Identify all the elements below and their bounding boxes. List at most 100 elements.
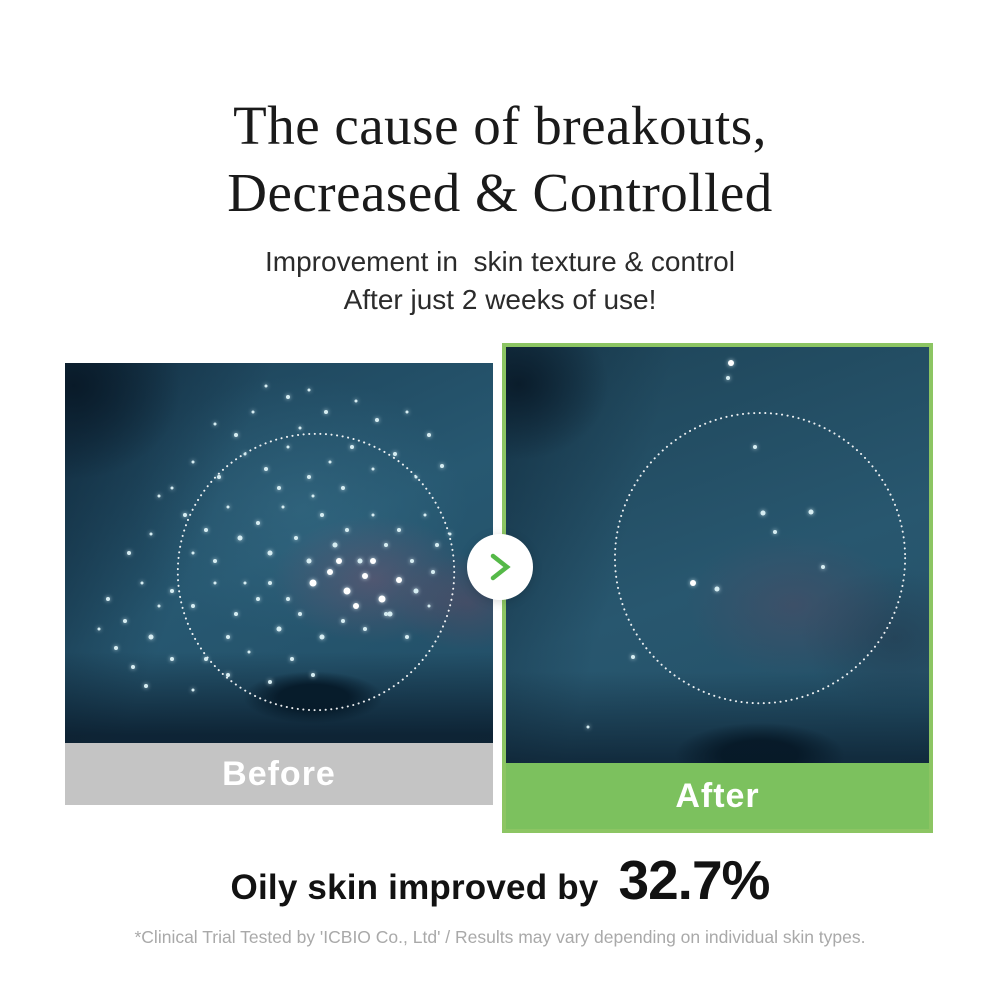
sebum-dot [728, 359, 735, 366]
sebum-dot [426, 433, 431, 438]
before-photo [65, 363, 493, 743]
sebum-dot [714, 586, 720, 592]
sebum-dot [237, 535, 243, 541]
sebum-dot [332, 542, 338, 548]
sebum-dot [191, 551, 195, 555]
sebum-dot [324, 410, 329, 415]
sebum-dot [149, 532, 153, 536]
sebum-dot [234, 611, 239, 616]
sebum-dot [226, 505, 230, 509]
sebum-dot [306, 475, 311, 479]
analysis-area-circle [614, 411, 907, 705]
sebum-dot [328, 460, 332, 464]
sebum-dot [345, 528, 350, 533]
sebum-dot [392, 452, 397, 457]
sebum-dot [319, 634, 325, 640]
sebum-dot [131, 665, 136, 669]
sebum-dot [204, 528, 209, 533]
sebum-dot [414, 475, 418, 479]
result-value: 32.7% [618, 849, 770, 911]
sebum-dot [140, 581, 144, 585]
sebum-dot [341, 486, 346, 491]
clinical-footnote: *Clinical Trial Tested by 'ICBIO Co., Lt… [134, 927, 866, 947]
sebum-dot [378, 595, 386, 603]
sebum-dot [276, 626, 282, 632]
sebum-dot [808, 509, 814, 515]
sebum-dot [405, 634, 410, 639]
sebum-dot [395, 576, 402, 583]
sebum-dot [234, 433, 239, 438]
sebum-dot [277, 486, 281, 491]
before-panel: Before [65, 363, 493, 805]
sebum-dot [247, 650, 251, 654]
sebum-dot [170, 657, 174, 662]
after-label-bar: After [506, 763, 929, 829]
sebum-dot [820, 565, 825, 570]
sebum-dot [255, 596, 260, 601]
sebum-dot [157, 494, 161, 498]
sebum-dot [225, 634, 230, 639]
after-photo [506, 347, 929, 763]
sebum-dot [343, 587, 351, 595]
sebum-dot [439, 463, 444, 468]
page-subtitle: Improvement in skin texture & control Af… [0, 243, 1000, 318]
sebum-dot [370, 557, 377, 564]
sebum-dot [309, 579, 317, 587]
page-title-line2: Decreased & Controlled [227, 162, 773, 224]
sebum-dot [405, 410, 409, 414]
sebum-dot [286, 445, 290, 449]
sebum-dot [170, 486, 174, 490]
sebum-dot [384, 611, 388, 616]
sebum-dot [213, 581, 217, 585]
sebum-dot [306, 558, 312, 564]
result-line: Oily skin improved by 32.7% [0, 848, 1000, 912]
sebum-dot [170, 589, 174, 593]
sebum-dot [335, 557, 342, 564]
sebum-dot [255, 520, 260, 525]
sebum-dot [307, 388, 311, 392]
sebum-dot [427, 604, 431, 608]
sebum-dot [144, 684, 149, 688]
sebum-dot [285, 395, 290, 400]
sebum-dot [423, 513, 427, 517]
sebum-dot [267, 550, 273, 556]
sebum-dot [726, 376, 731, 381]
sebum-dot [431, 570, 436, 574]
sebum-dot [264, 384, 268, 388]
sebum-dot [753, 444, 758, 449]
sebum-dot [349, 444, 354, 449]
sebum-dot [341, 619, 346, 624]
sebum-dot [311, 672, 316, 677]
sebum-dot [268, 581, 273, 586]
sebum-dot [396, 528, 401, 533]
sebum-dot [127, 551, 132, 555]
sebum-dot [157, 604, 161, 608]
sebum-dot [362, 627, 367, 631]
sebum-dot [448, 532, 452, 536]
before-label-bar: Before [65, 743, 493, 805]
sebum-dot [182, 513, 187, 517]
before-label: Before [222, 755, 336, 793]
page-subtitle-line2: After just 2 weeks of use! [343, 283, 657, 315]
sebum-dot [264, 467, 269, 472]
sebum-dot [243, 452, 247, 456]
page-title-line1: The cause of breakouts, [233, 95, 767, 156]
result-text: Oily skin improved by [230, 868, 599, 907]
sebum-dot [191, 460, 195, 464]
sebum-dot [114, 646, 119, 650]
sebum-dot [361, 572, 368, 579]
page-title: The cause of breakouts, Decreased & Cont… [0, 92, 1000, 226]
sebum-dot [357, 558, 363, 564]
sebum-dot [243, 581, 247, 585]
sebum-dot [384, 543, 388, 548]
sebum-dot [773, 530, 778, 535]
sebum-dot [285, 596, 290, 601]
sebum-dot [213, 422, 217, 426]
sebum-dot [122, 619, 127, 624]
sebum-dot [413, 588, 419, 594]
sebum-dot [191, 688, 195, 692]
sebum-dot [204, 657, 209, 662]
sebum-dot [191, 604, 196, 609]
sebum-dot [105, 596, 110, 601]
sebum-dot [311, 494, 315, 498]
